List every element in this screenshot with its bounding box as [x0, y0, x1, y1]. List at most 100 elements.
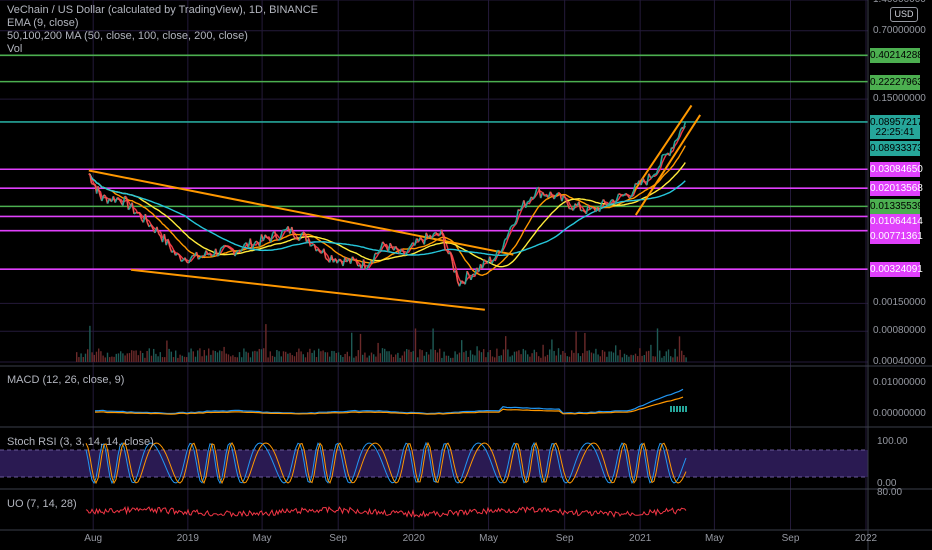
uo-legend[interactable]: UO (7, 14, 28): [7, 498, 77, 510]
price-segment: [103, 194, 107, 198]
volume-bar: [78, 357, 80, 362]
currency-button[interactable]: USD: [890, 7, 918, 22]
volume-bar: [252, 351, 254, 362]
volume-bar: [390, 354, 392, 362]
volume-bar: [201, 356, 203, 362]
volume-bar: [615, 345, 617, 362]
price-segment: [464, 271, 468, 285]
volume-bar: [518, 350, 520, 362]
volume-bar: [302, 354, 304, 362]
macd-hist-bar: [670, 406, 672, 412]
price-segment: [561, 195, 565, 202]
price-segment: [652, 173, 656, 178]
price-segment: [238, 249, 242, 253]
volume-bar: [582, 353, 584, 362]
uo-axis-top: 80.00: [877, 487, 903, 498]
moving-averages: [88, 125, 686, 284]
volume-bar: [337, 352, 340, 362]
symbol-title[interactable]: VeChain / US Dollar (calculated by Tradi…: [7, 4, 318, 16]
price-segment: [569, 207, 572, 210]
volume-bar: [137, 355, 139, 362]
volume-bar: [267, 357, 269, 362]
price-segment: [214, 248, 219, 257]
volume-bar: [153, 348, 155, 362]
ema-legend[interactable]: EMA (9, close): [7, 17, 79, 29]
volume-bar: [549, 349, 551, 362]
price-segment: [353, 259, 357, 262]
price-segment: [460, 280, 464, 283]
volume-bar: [221, 351, 223, 362]
price-segment: [144, 213, 149, 223]
price-segment: [291, 226, 295, 237]
volume-bar: [241, 357, 243, 362]
price-segment: [279, 230, 284, 239]
price-segment: [608, 200, 612, 205]
price-segment: [582, 209, 585, 212]
volume-bar: [663, 356, 665, 362]
volume-bar: [555, 355, 557, 362]
volume-bar: [381, 348, 384, 362]
volume-bar: [432, 328, 434, 362]
volume-bar: [346, 351, 348, 362]
price-segment: [323, 248, 327, 259]
stoch-axis-top: 100.00: [877, 436, 908, 447]
volume-bar: [256, 351, 258, 362]
volume-bar: [333, 351, 335, 362]
volume-bar: [291, 355, 293, 362]
stoch-legend[interactable]: Stoch RSI (3, 3, 14, 14, close): [7, 436, 154, 448]
volume-bar: [487, 352, 489, 362]
uo-line: [85, 505, 687, 518]
volume-bar: [199, 348, 201, 362]
price-segment: [158, 233, 162, 237]
volume-bar: [172, 357, 175, 362]
price-segment: [330, 254, 335, 263]
price-segment: [400, 248, 404, 252]
price-segment: [507, 226, 512, 233]
macd-pane: [94, 388, 687, 415]
price-segment: [682, 121, 687, 129]
price-segment: [195, 251, 200, 260]
price-segment: [563, 194, 567, 199]
volume-bar: [395, 354, 397, 362]
volume-bar: [610, 351, 612, 362]
price-segment: [205, 250, 209, 256]
macd-hist-bar: [679, 406, 681, 412]
macd-legend[interactable]: MACD (12, 26, close, 9): [7, 374, 125, 386]
volume-bar: [375, 356, 377, 362]
price-segment: [174, 252, 178, 256]
volume-bar: [335, 352, 337, 362]
vol-legend[interactable]: Vol: [7, 43, 23, 55]
price-segment: [366, 264, 370, 269]
price-segment: [325, 257, 329, 261]
price-segment: [606, 203, 610, 206]
price-segment: [541, 191, 546, 197]
price-segment: [234, 251, 238, 257]
price-segment: [674, 139, 678, 142]
volume-bar: [461, 340, 463, 362]
price-segment: [89, 175, 93, 184]
channel-lower[interactable]: [634, 114, 702, 216]
price-segment: [266, 236, 270, 240]
price-segment: [387, 243, 391, 252]
trendline-1[interactable]: [130, 268, 485, 311]
volume-bar: [450, 357, 452, 362]
time-tick-3: Sep: [329, 533, 348, 544]
volume-bar: [342, 357, 344, 362]
ma-legend[interactable]: 50,100,200 MA (50, close, 100, close, 20…: [7, 30, 248, 42]
price-segment: [442, 236, 446, 250]
volume-bar: [524, 350, 527, 362]
price-segment: [677, 130, 681, 138]
price-segment: [176, 252, 180, 256]
volume-bar: [645, 351, 648, 362]
volume-bar: [637, 356, 639, 362]
volume-bar: [309, 348, 311, 362]
volume-bar: [656, 328, 659, 362]
trendline-0[interactable]: [88, 169, 514, 256]
volume-bar: [87, 349, 89, 362]
volume-bar: [626, 354, 628, 362]
volume-bar: [436, 352, 439, 362]
volume-bar: [443, 351, 445, 362]
volume-bar: [95, 351, 98, 362]
price-segment: [458, 280, 463, 287]
